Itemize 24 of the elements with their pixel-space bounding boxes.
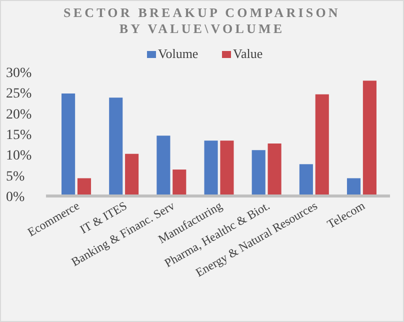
bar [125,154,139,196]
y-tick-label: 0% [6,190,25,205]
bar [109,98,123,196]
bar [315,94,329,196]
bar [299,164,313,196]
y-tick-label: 15% [6,128,32,143]
bar [172,170,186,196]
y-tick-label: 30% [6,66,32,81]
chart-title: SECTOR BREAKUP COMPARISON BY VALUE\VOLUME [64,5,340,36]
bar [77,178,92,196]
bar [62,93,76,196]
bar [220,140,234,196]
y-tick-label: 10% [6,148,32,164]
y-tick-label: 25% [6,86,32,102]
bar [268,144,282,196]
y-tick-label: 20% [6,107,32,122]
bar [204,140,218,196]
bar [252,150,266,196]
bar [346,178,361,196]
bar [362,80,376,196]
legend-label: Value [233,46,263,61]
bar [156,136,170,196]
legend-label: Volume [158,46,198,61]
y-tick-label: 5% [6,169,25,184]
